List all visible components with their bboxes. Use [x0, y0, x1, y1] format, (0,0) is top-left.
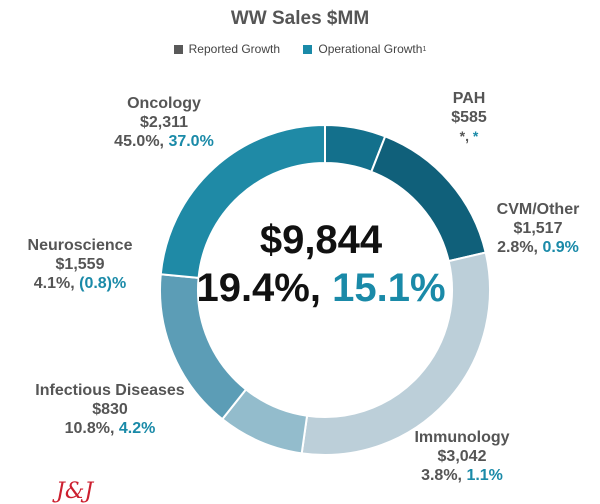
segment-growth: 45.0%, 37.0%	[114, 133, 214, 150]
donut-segment-oncology	[159, 123, 326, 279]
segment-value: $1,517	[513, 220, 563, 237]
segment-value: $830	[92, 401, 128, 418]
segment-growth: 3.8%, 1.1%	[421, 467, 503, 484]
segment-name: Infectious Diseases	[35, 382, 185, 399]
center-total-sales: $9,844	[259, 218, 383, 262]
operational-growth: (0.8)%	[79, 275, 127, 292]
segment-value: $3,042	[437, 448, 487, 465]
legend-swatch-reported	[173, 44, 183, 54]
segment-name: Immunology	[414, 429, 510, 446]
legend-item-operational: Operational Growth 1	[303, 42, 426, 56]
segment-label-cvm-other: CVM/Other $1,517 2.8%, 0.9%	[478, 200, 598, 257]
operational-growth: 0.9%	[542, 239, 579, 256]
legend: Reported Growth Operational Growth 1	[0, 42, 600, 57]
segment-label-infectious-diseases: Infectious Diseases $830 10.8%, 4.2%	[10, 381, 210, 438]
reported-growth: 45.0%	[114, 133, 160, 150]
operational-growth: *	[472, 128, 479, 144]
center-operational-growth: 15.1%	[332, 266, 446, 310]
reported-growth: 10.8%	[64, 420, 110, 437]
operational-growth: 37.0%	[168, 133, 214, 150]
center-growth-separator: ,	[309, 266, 333, 310]
segment-value: $2,311	[139, 114, 189, 131]
legend-item-reported: Reported Growth	[173, 42, 281, 56]
operational-growth: 1.1%	[466, 467, 503, 484]
legend-footnote-marker: 1	[422, 45, 427, 53]
donut-chart	[159, 123, 491, 456]
segment-name: PAH	[452, 90, 486, 107]
segment-growth: 2.8%, 0.9%	[497, 239, 579, 256]
segment-value: $1,559	[55, 256, 105, 273]
segment-label-oncology: Oncology $2,311 45.0%, 37.0%	[86, 94, 242, 151]
segment-label-neuroscience: Neuroscience $1,559 4.1%, (0.8)%	[10, 236, 150, 293]
reported-growth: *	[459, 128, 466, 144]
segment-label-immunology: Immunology $3,042 3.8%, 1.1%	[400, 428, 524, 485]
reported-growth: 3.8%	[421, 467, 458, 484]
legend-swatch-operational	[303, 44, 313, 54]
segment-growth: 4.1%, (0.8)%	[33, 275, 127, 292]
center-growth: 19.4%, 15.1%	[176, 266, 466, 311]
operational-growth: 4.2%	[118, 420, 156, 437]
reported-growth: 2.8%	[497, 239, 534, 256]
reported-growth: 4.1%	[33, 275, 71, 292]
legend-label-reported: Reported Growth	[188, 42, 281, 56]
company-logo: J&J	[56, 479, 94, 504]
segment-growth: *, *	[459, 128, 479, 144]
segment-growth: 10.8%, 4.2%	[64, 420, 156, 437]
segment-label-pah: PAH $585 *, *	[434, 89, 504, 146]
legend-label-operational: Operational Growth	[318, 42, 423, 56]
segment-name: Neuroscience	[27, 237, 133, 254]
segment-name: CVM/Other	[496, 201, 580, 218]
center-reported-growth: 19.4%	[196, 266, 310, 310]
segment-name: Oncology	[127, 95, 201, 112]
segment-value: $585	[451, 109, 487, 126]
chart-title: WW Sales $MM	[230, 8, 370, 29]
